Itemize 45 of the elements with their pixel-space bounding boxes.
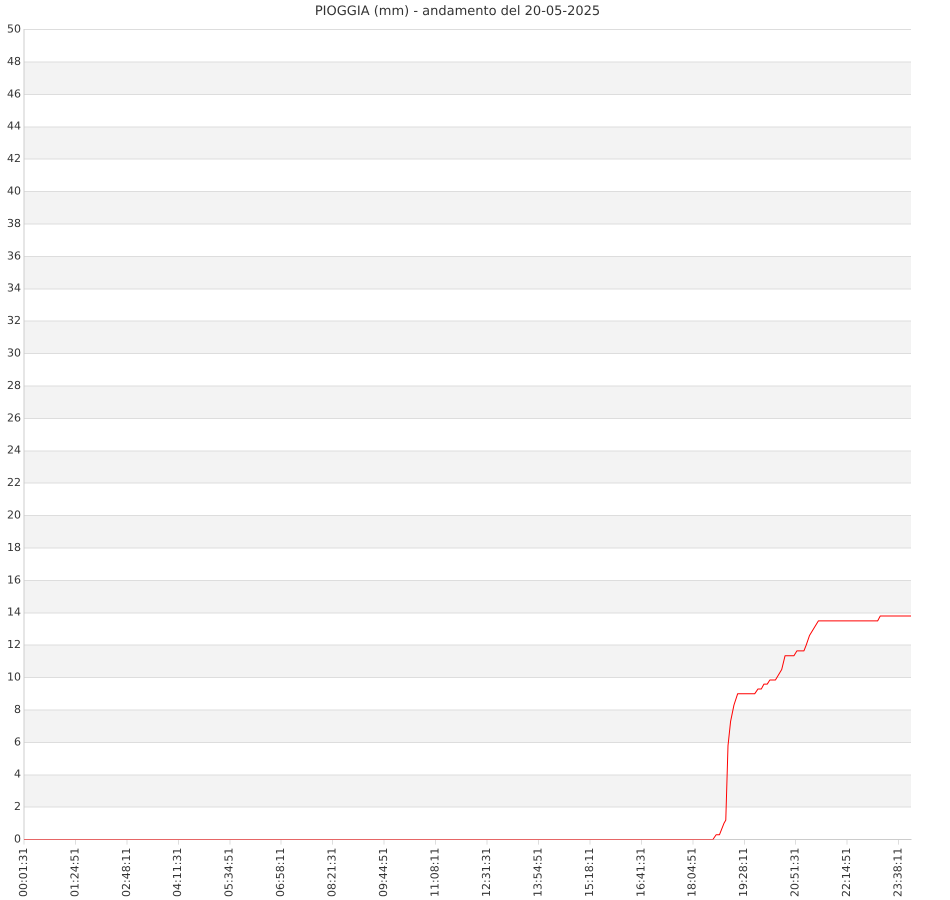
x-tick-label: 12:31:31 xyxy=(480,848,493,898)
y-tick-label: 4 xyxy=(14,768,21,781)
y-tick-label: 50 xyxy=(6,22,21,36)
y-tick-label: 12 xyxy=(6,638,21,652)
x-tick-label: 22:14:51 xyxy=(840,848,854,898)
x-tick-label: 09:44:51 xyxy=(377,848,390,898)
chart-title: PIOGGIA (mm) - andamento del 20-05-2025 xyxy=(314,4,600,20)
y-tick-label: 0 xyxy=(14,832,21,846)
y-tick-label: 48 xyxy=(6,54,21,68)
x-tick-label: 16:41:31 xyxy=(634,848,648,898)
y-tick-label: 40 xyxy=(6,184,21,198)
x-tick-label: 19:28:11 xyxy=(737,848,750,898)
y-tick-label: 32 xyxy=(6,314,21,328)
y-tick-label: 16 xyxy=(6,573,21,586)
x-tick-label: 06:58:11 xyxy=(274,848,288,898)
x-tick-label: 20:51:31 xyxy=(788,848,802,898)
y-tick-label: 20 xyxy=(6,508,21,522)
y-tick-label: 2 xyxy=(14,800,21,814)
y-tick-label: 46 xyxy=(6,87,21,100)
y-tick-label: 14 xyxy=(6,606,21,619)
x-tick-label: 23:38:11 xyxy=(892,848,904,898)
y-tick-label: 38 xyxy=(6,216,21,230)
y-tick-label: 18 xyxy=(6,540,21,554)
x-tick-label: 01:24:51 xyxy=(68,848,82,898)
y-tick-label: 26 xyxy=(6,411,21,424)
x-tick-label: 00:01:31 xyxy=(16,848,30,898)
y-tick-label: 42 xyxy=(6,152,21,166)
x-tick-label: 04:11:31 xyxy=(171,848,184,898)
y-tick-label: 8 xyxy=(14,702,21,716)
x-tick-label: 11:08:11 xyxy=(428,848,442,898)
y-tick-label: 28 xyxy=(6,378,21,392)
y-tick-label: 22 xyxy=(6,476,21,490)
x-tick-label: 02:48:11 xyxy=(120,848,133,898)
y-tick-label: 6 xyxy=(14,735,21,748)
x-tick-label: 18:04:51 xyxy=(686,848,699,898)
x-tick-label: 15:18:11 xyxy=(582,848,596,898)
x-tick-label: 08:21:31 xyxy=(326,848,339,898)
x-tick-label: 13:54:51 xyxy=(531,848,544,898)
y-tick-label: 44 xyxy=(6,120,21,133)
y-tick-label: 34 xyxy=(6,282,21,295)
y-tick-label: 10 xyxy=(6,670,21,684)
x-tick-label: 05:34:51 xyxy=(222,848,236,898)
y-tick-label: 36 xyxy=(6,249,21,262)
y-tick-label: 24 xyxy=(6,444,21,457)
y-tick-label: 30 xyxy=(6,346,21,360)
